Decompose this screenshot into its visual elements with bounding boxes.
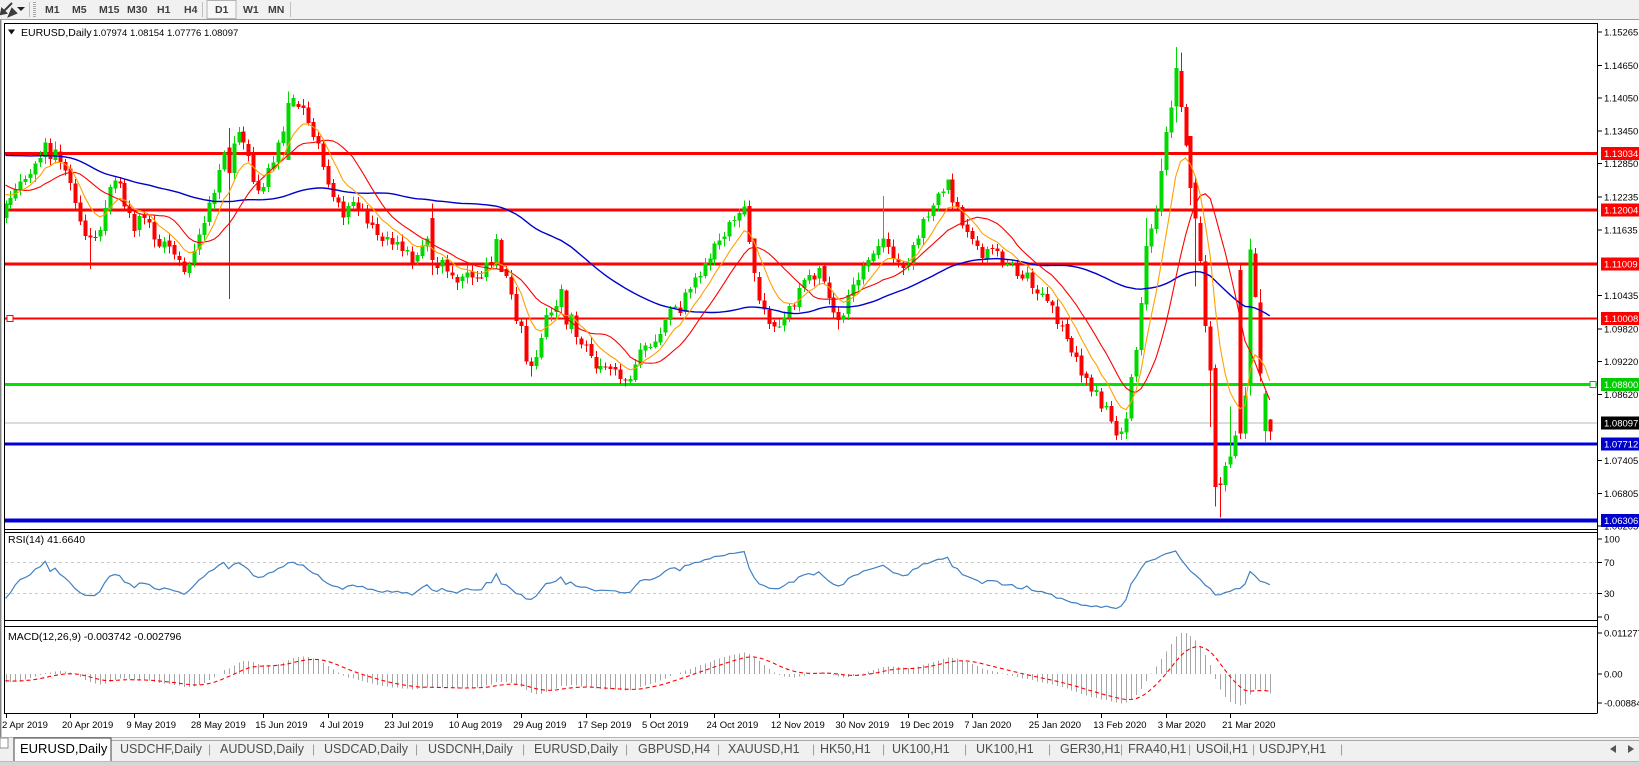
svg-text:1.12850: 1.12850 — [1604, 159, 1638, 170]
svg-text:1.14050: 1.14050 — [1604, 94, 1638, 105]
svg-text:M15: M15 — [99, 4, 120, 16]
svg-text:|: | — [882, 742, 885, 756]
svg-text:1.08620: 1.08620 — [1604, 390, 1638, 401]
svg-text:1.09220: 1.09220 — [1604, 357, 1638, 368]
svg-text:30 Nov 2019: 30 Nov 2019 — [835, 720, 889, 731]
svg-text:1.11635: 1.11635 — [1604, 225, 1638, 236]
svg-text:XAUUSD,H1: XAUUSD,H1 — [728, 742, 800, 756]
svg-text:GBPUSD,H4: GBPUSD,H4 — [638, 742, 710, 756]
svg-text:10 Aug 2019: 10 Aug 2019 — [449, 720, 502, 731]
svg-text:AUDUSD,Daily: AUDUSD,Daily — [220, 742, 305, 756]
svg-text:29 Aug 2019: 29 Aug 2019 — [513, 720, 566, 731]
svg-text:0.00: 0.00 — [1604, 670, 1623, 681]
svg-text:1.07712: 1.07712 — [1604, 439, 1638, 450]
svg-text:17 Sep 2019: 17 Sep 2019 — [578, 720, 632, 731]
svg-text:|: | — [415, 742, 418, 756]
svg-text:70: 70 — [1604, 558, 1615, 569]
svg-text:M30: M30 — [127, 4, 148, 16]
svg-text:USDCAD,Daily: USDCAD,Daily — [324, 742, 409, 756]
svg-text:EURUSD,Daily: EURUSD,Daily — [21, 27, 92, 39]
svg-text:19 Dec 2019: 19 Dec 2019 — [900, 720, 954, 731]
svg-text:|: | — [625, 742, 628, 756]
svg-text:1.12004: 1.12004 — [1604, 205, 1638, 216]
svg-text:RSI(14) 41.6640: RSI(14) 41.6640 — [8, 534, 85, 546]
svg-text:13 Feb 2020: 13 Feb 2020 — [1093, 720, 1146, 731]
svg-text:1.09820: 1.09820 — [1604, 324, 1638, 335]
svg-text:1.11009: 1.11009 — [1604, 260, 1638, 271]
svg-text:23 Jul 2019: 23 Jul 2019 — [384, 720, 433, 731]
svg-text:FRA40,H1: FRA40,H1 — [1128, 742, 1186, 756]
svg-text:20 Apr 2019: 20 Apr 2019 — [62, 720, 113, 731]
svg-text:MACD(12,26,9) -0.003742 -0.002: MACD(12,26,9) -0.003742 -0.002796 — [8, 631, 182, 643]
svg-text:UK100,H1: UK100,H1 — [976, 742, 1034, 756]
svg-text:4 Jul 2019: 4 Jul 2019 — [320, 720, 364, 731]
svg-text:0: 0 — [1604, 613, 1609, 624]
svg-text:1.12235: 1.12235 — [1604, 193, 1638, 204]
svg-text:3 Mar 2020: 3 Mar 2020 — [1158, 720, 1206, 731]
svg-text:EURUSD,Daily: EURUSD,Daily — [20, 741, 108, 756]
svg-text:USDCHF,Daily: USDCHF,Daily — [120, 742, 203, 756]
svg-text:|: | — [1048, 742, 1051, 756]
svg-text:1.06805: 1.06805 — [1604, 489, 1638, 500]
svg-text:5 Oct 2019: 5 Oct 2019 — [642, 720, 688, 731]
svg-text:H1: H1 — [157, 4, 171, 16]
svg-text:EURUSD,Daily: EURUSD,Daily — [534, 742, 619, 756]
svg-text:-0.0088450: -0.0088450 — [1604, 699, 1639, 710]
svg-text:1.14650: 1.14650 — [1604, 61, 1638, 72]
svg-text:24 Oct 2019: 24 Oct 2019 — [707, 720, 759, 731]
svg-text:GER30,H1: GER30,H1 — [1060, 742, 1120, 756]
svg-text:1.08800: 1.08800 — [1604, 380, 1638, 391]
svg-text:|: | — [812, 742, 815, 756]
svg-text:1.07974 1.08154 1.07776 1.0809: 1.07974 1.08154 1.07776 1.08097 — [93, 28, 238, 39]
svg-text:15 Jun 2019: 15 Jun 2019 — [255, 720, 307, 731]
svg-text:D1: D1 — [215, 4, 229, 16]
svg-text:USDCNH,Daily: USDCNH,Daily — [428, 742, 513, 756]
svg-text:30: 30 — [1604, 589, 1615, 600]
svg-text:7 Jan 2020: 7 Jan 2020 — [964, 720, 1011, 731]
svg-text:1.10008: 1.10008 — [1604, 314, 1638, 325]
svg-text:|: | — [717, 742, 720, 756]
svg-text:25 Jan 2020: 25 Jan 2020 — [1029, 720, 1081, 731]
svg-text:9 May 2019: 9 May 2019 — [126, 720, 176, 731]
svg-text:|: | — [964, 742, 967, 756]
svg-text:|: | — [1340, 742, 1343, 756]
svg-text:MN: MN — [268, 4, 284, 16]
svg-text:21 Mar 2020: 21 Mar 2020 — [1222, 720, 1275, 731]
svg-text:|: | — [522, 742, 525, 756]
svg-text:1.15265: 1.15265 — [1604, 27, 1638, 38]
svg-text:|: | — [208, 742, 211, 756]
svg-text:1.10435: 1.10435 — [1604, 291, 1638, 302]
svg-text:12 Nov 2019: 12 Nov 2019 — [771, 720, 825, 731]
svg-text:|: | — [1188, 742, 1191, 756]
svg-text:1.08097: 1.08097 — [1604, 418, 1638, 429]
svg-text:100: 100 — [1604, 535, 1620, 546]
svg-text:1.13450: 1.13450 — [1604, 126, 1638, 137]
svg-text:1.13034: 1.13034 — [1604, 149, 1638, 160]
svg-text:28 May 2019: 28 May 2019 — [191, 720, 246, 731]
svg-text:|: | — [1120, 742, 1123, 756]
svg-text:M1: M1 — [45, 4, 60, 16]
svg-text:0.0112770: 0.0112770 — [1604, 629, 1639, 640]
svg-text:1.06306: 1.06306 — [1604, 516, 1638, 527]
svg-text:1.07405: 1.07405 — [1604, 456, 1638, 467]
svg-text:USOil,H1: USOil,H1 — [1196, 742, 1248, 756]
svg-text:HK50,H1: HK50,H1 — [820, 742, 871, 756]
svg-text:W1: W1 — [243, 4, 259, 16]
svg-text:UK100,H1: UK100,H1 — [892, 742, 950, 756]
svg-text:M5: M5 — [72, 4, 87, 16]
svg-text:USDJPY,H1: USDJPY,H1 — [1259, 742, 1326, 756]
svg-text:H4: H4 — [184, 4, 198, 16]
svg-text:|: | — [312, 742, 315, 756]
svg-text:|: | — [1252, 742, 1255, 756]
svg-text:2 Apr 2019: 2 Apr 2019 — [2, 720, 48, 731]
